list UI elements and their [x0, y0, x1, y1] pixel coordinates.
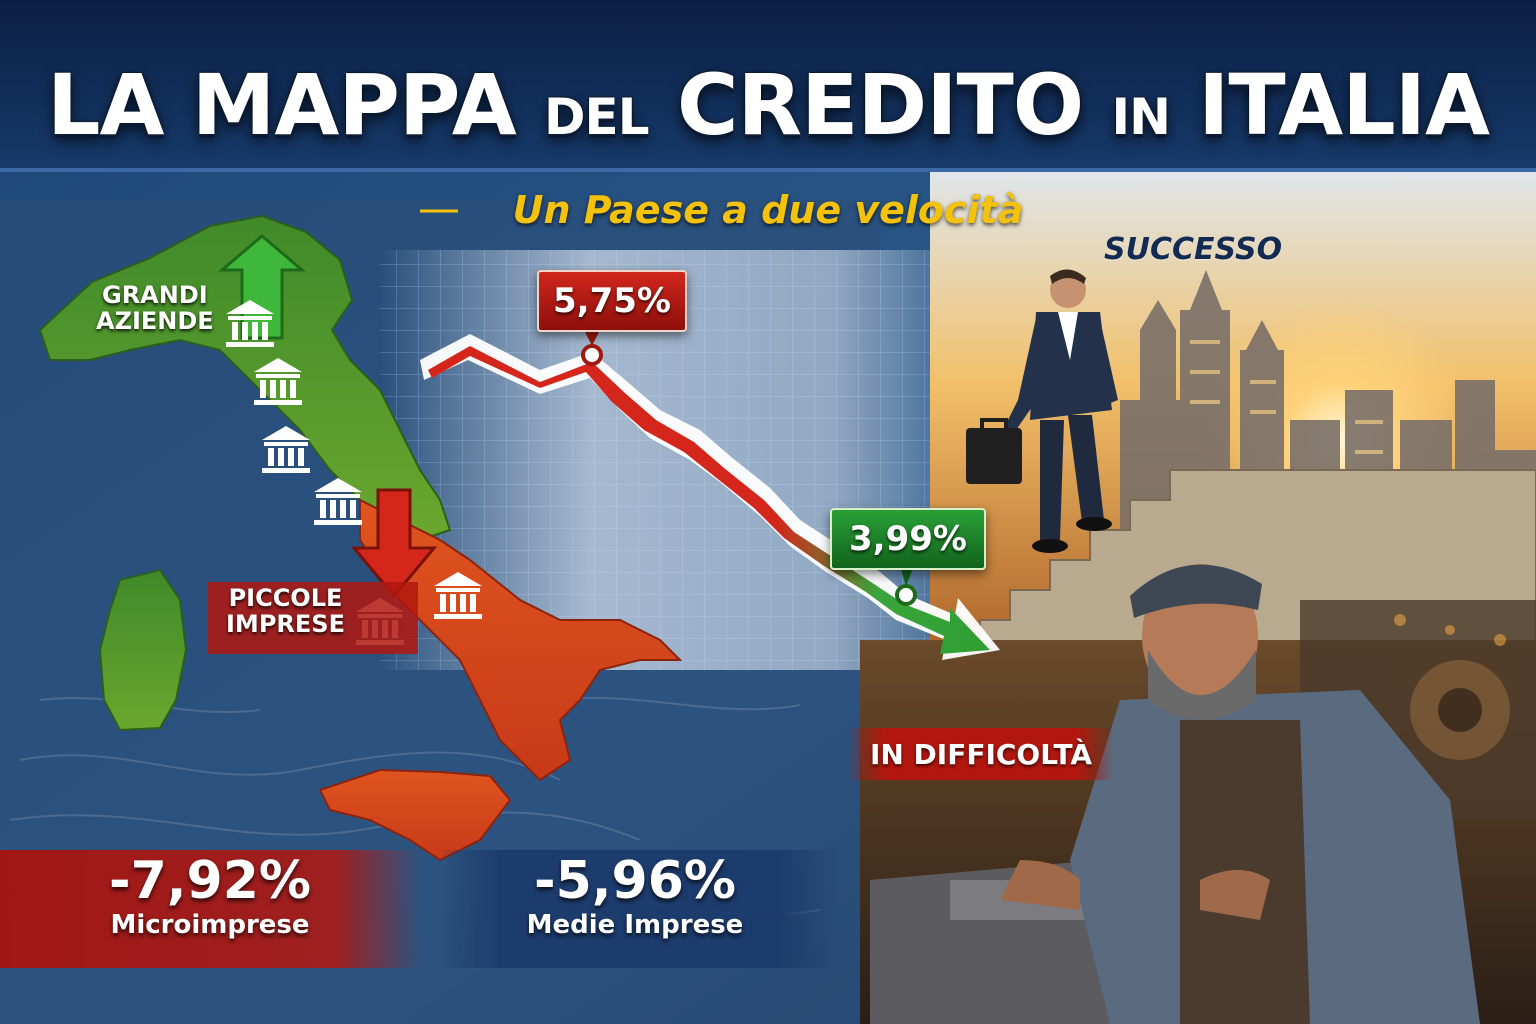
title-part-4: IN [1111, 88, 1170, 146]
label-grandi-line-2: AZIENDE [96, 306, 214, 335]
worker [1000, 564, 1480, 1024]
label-piccole-line-2: IMPRESE [226, 609, 345, 638]
page-subtitle: Un Paese a due velocità [512, 188, 1024, 232]
title-part-1: LA MAPPA [46, 56, 517, 154]
rate-tag-low: 3,99% [830, 508, 986, 570]
stat-medie-value: -5,96% [534, 851, 736, 911]
stat-micro-caption: Microimprese [110, 910, 310, 940]
label-in-difficolta: IN DIFFICOLTÀ [848, 728, 1114, 780]
piccole-panel [208, 582, 418, 654]
title-part-2: DEL [544, 88, 650, 146]
micro-panel [0, 850, 420, 968]
label-grandi-line-1: GRANDI [102, 281, 208, 309]
label-grandi-aziende: GRANDI AZIENDE [96, 281, 214, 335]
medie-panel [440, 850, 840, 968]
credit-line-chart [420, 330, 1000, 660]
arrow-down-icon [350, 488, 438, 599]
page-title: LA MAPPA DEL CREDITO IN ITALIA [0, 56, 1536, 154]
italy-map [38, 214, 683, 862]
label-piccole-line-1: PICCOLE [228, 584, 343, 612]
title-part-3: CREDITO [676, 56, 1084, 154]
stat-microimprese: -7,92% Microimprese [40, 852, 380, 962]
businessman [966, 269, 1118, 553]
label-piccole-imprese: PICCOLE IMPRESE [226, 584, 345, 638]
rate-tag-high: 5,75% [537, 270, 687, 332]
label-successo: SUCCESSO [1104, 232, 1283, 267]
stat-medie-imprese: -5,96% Medie Imprese [470, 852, 800, 962]
stat-micro-value: -7,92% [109, 851, 311, 911]
stat-medie-caption: Medie Imprese [526, 910, 744, 940]
title-part-5: ITALIA [1198, 56, 1490, 154]
